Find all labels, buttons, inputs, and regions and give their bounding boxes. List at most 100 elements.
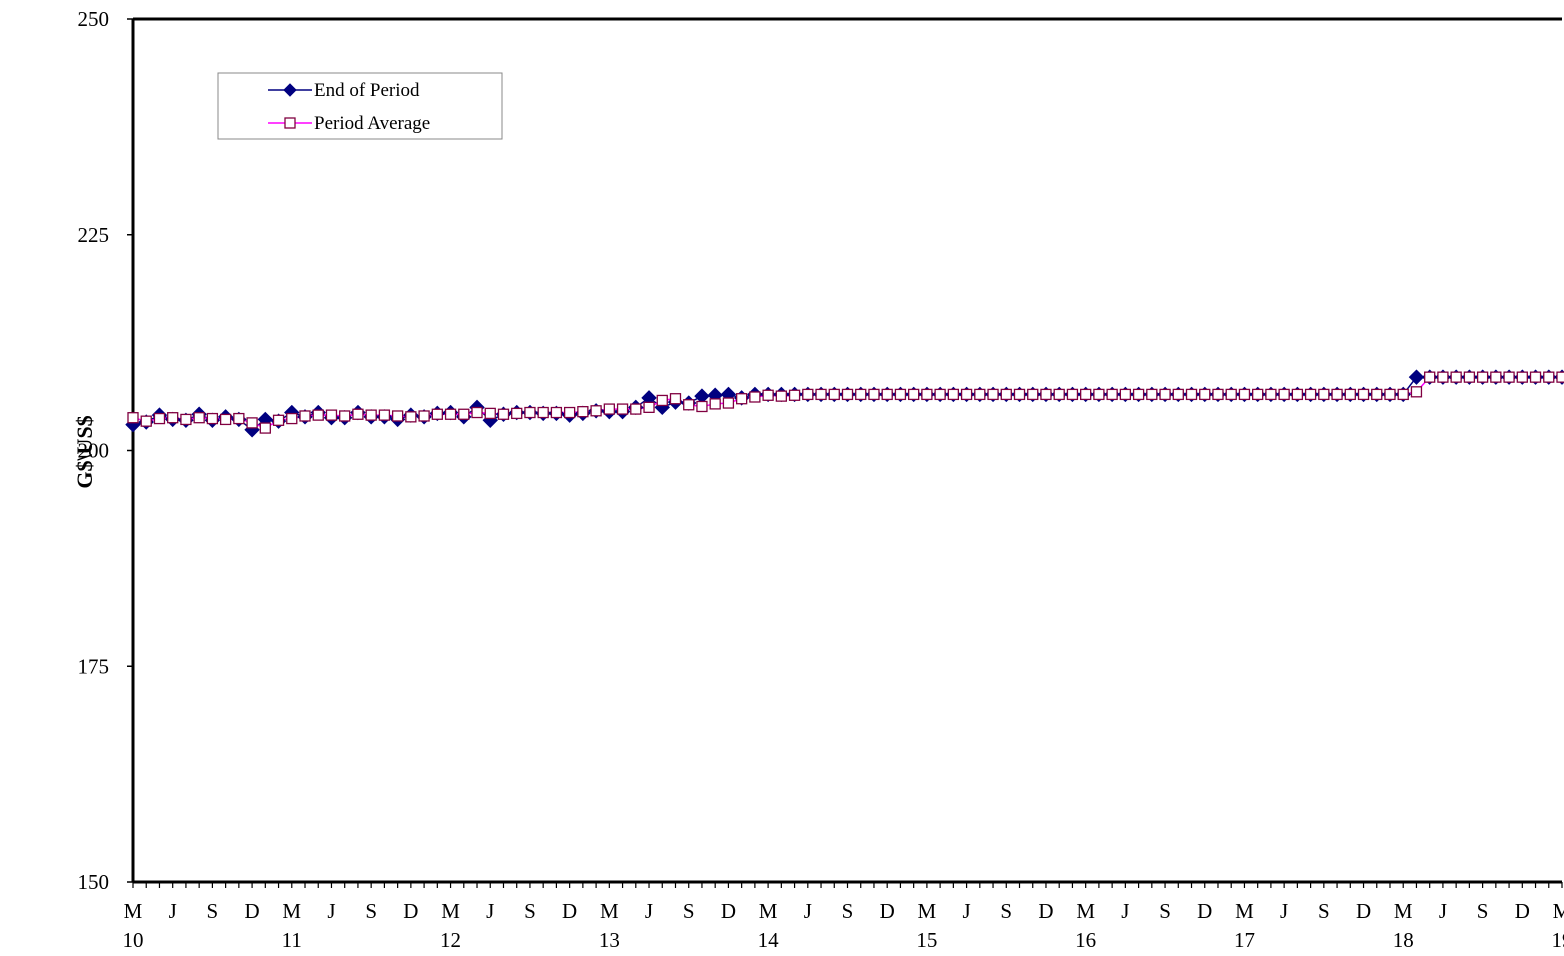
period-average-point — [233, 412, 245, 425]
period-average-point — [1238, 388, 1251, 401]
period-average-point — [616, 403, 629, 415]
period-average-point — [458, 408, 470, 420]
x-month-label: D — [1356, 899, 1371, 923]
period-average-point — [762, 389, 774, 401]
x-month-label: J — [645, 899, 653, 923]
x-month-label: M — [124, 899, 143, 923]
period-average-point — [1252, 388, 1264, 401]
period-average-point — [815, 388, 827, 401]
period-average-point — [312, 409, 324, 421]
period-average-point — [259, 422, 271, 434]
period-average-point — [1172, 388, 1184, 401]
x-month-label: S — [524, 899, 536, 923]
period-average-point — [881, 388, 893, 401]
x-year-label: 14 — [758, 928, 780, 952]
period-average-point — [643, 401, 655, 414]
x-month-label: D — [403, 899, 418, 923]
period-average-point — [167, 412, 179, 424]
x-month-label: S — [1318, 899, 1330, 923]
y-axis-tick-labels: 150 175 200 225 250 — [78, 7, 133, 894]
x-month-label: J — [327, 899, 335, 923]
x-month-label: D — [880, 899, 895, 923]
period-average-point — [1397, 388, 1409, 401]
period-average-point — [418, 410, 430, 422]
x-month-label: D — [1515, 899, 1530, 923]
y-tick-label: 250 — [78, 7, 110, 31]
period-average-point — [1027, 388, 1039, 401]
period-average-point — [855, 388, 867, 401]
x-month-label: D — [1038, 899, 1053, 923]
period-average-point — [1503, 371, 1515, 383]
period-average-point — [590, 405, 602, 417]
period-average-point — [339, 410, 351, 422]
period-average-point — [722, 397, 735, 409]
period-average-point — [1357, 388, 1370, 401]
period-average-point — [1013, 388, 1026, 401]
period-average-point — [1318, 388, 1330, 401]
period-average-point — [1304, 388, 1317, 401]
period-average-point — [1344, 388, 1356, 401]
x-month-label: M — [600, 899, 619, 923]
period-average-point — [894, 388, 907, 401]
x-year-label: 17 — [1234, 928, 1255, 952]
period-average-point — [775, 390, 787, 402]
x-year-label: 15 — [916, 928, 937, 952]
period-average-point — [828, 388, 840, 401]
period-average-point — [683, 399, 695, 411]
x-month-label: J — [169, 899, 177, 923]
x-month-label: J — [486, 899, 494, 923]
period-average-point — [908, 388, 920, 401]
x-month-label: M — [282, 899, 301, 923]
x-month-label: S — [1159, 899, 1171, 923]
period-average-point — [1093, 388, 1105, 401]
x-month-label: S — [365, 899, 377, 923]
y-axis-title: G$\US$ — [72, 415, 97, 488]
x-month-label: M — [441, 899, 460, 923]
period-average-point — [921, 388, 933, 401]
period-average-point — [431, 408, 443, 420]
period-average-point — [1410, 386, 1423, 398]
period-average-point — [325, 409, 338, 421]
x-month-label: J — [962, 899, 970, 923]
period-average-point — [1199, 388, 1211, 401]
period-average-point — [947, 388, 960, 401]
x-year-label: 19 — [1552, 928, 1564, 952]
period-average-point — [1371, 388, 1383, 401]
x-month-label: S — [1477, 899, 1489, 923]
x-year-label: 12 — [440, 928, 461, 952]
y-tick-label: 225 — [78, 223, 110, 247]
legend-marker-end-of-period — [283, 83, 297, 97]
period-average-point — [537, 406, 549, 419]
x-month-label: S — [683, 899, 695, 923]
period-average-point — [656, 394, 668, 407]
y-tick-label: 150 — [78, 870, 110, 894]
period-average-point — [669, 393, 682, 405]
period-average-point — [1132, 388, 1145, 401]
x-month-label: D — [244, 899, 259, 923]
period-average-point — [471, 406, 483, 419]
period-average-point — [511, 407, 523, 420]
period-average-point — [286, 412, 298, 425]
period-average-point — [1424, 371, 1436, 383]
y-tick-label: 175 — [78, 654, 110, 678]
period-average-point — [1543, 371, 1555, 383]
period-average-point — [299, 410, 311, 422]
x-month-label: D — [1197, 899, 1212, 923]
x-month-label: M — [759, 899, 778, 923]
period-average-point — [696, 400, 708, 413]
plot-area — [131, 17, 1562, 884]
period-average-point — [1450, 371, 1462, 383]
x-month-label: M — [1076, 899, 1095, 923]
period-average-point — [841, 388, 854, 401]
period-average-point — [391, 410, 404, 422]
period-average-point — [1384, 388, 1396, 401]
period-average-point — [1106, 388, 1118, 401]
x-month-label: J — [804, 899, 812, 923]
period-average-point — [272, 414, 285, 426]
period-average-point — [1080, 388, 1092, 401]
period-average-point — [1463, 371, 1476, 383]
x-year-label: 18 — [1393, 928, 1414, 952]
series-markers — [125, 369, 1564, 438]
period-average-point — [219, 413, 232, 426]
